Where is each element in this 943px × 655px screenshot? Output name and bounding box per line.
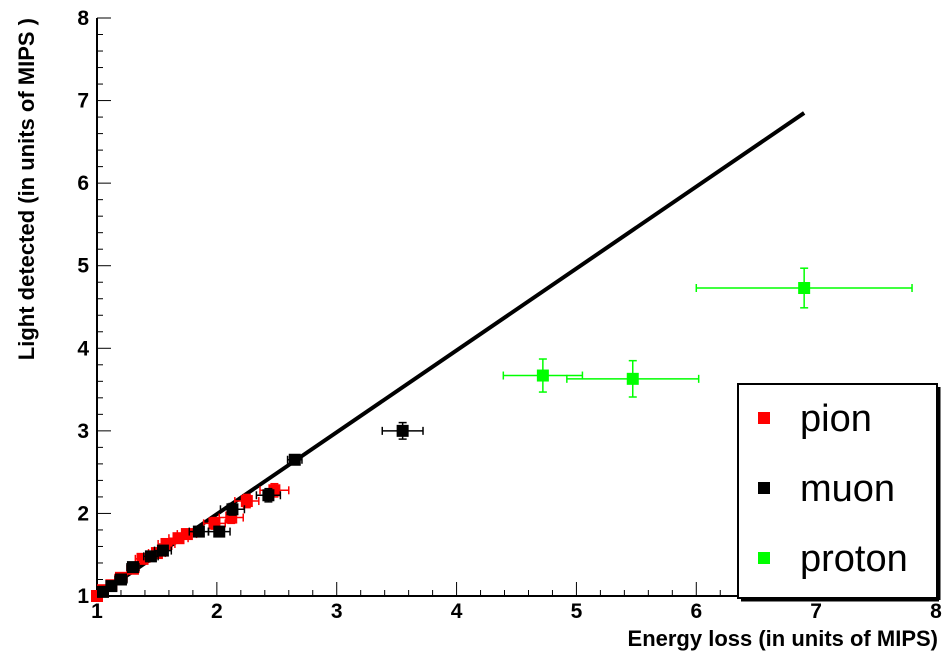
point-marker xyxy=(536,369,549,382)
y-tick-label: 6 xyxy=(77,172,89,195)
data-point-muon xyxy=(114,573,128,586)
legend-label-proton: proton xyxy=(800,538,908,580)
x-tick-label: 5 xyxy=(571,600,583,623)
point-marker xyxy=(626,372,639,385)
x-tick-label: 7 xyxy=(810,600,822,623)
legend-label-muon: muon xyxy=(800,468,895,510)
data-point-muon xyxy=(219,502,246,516)
data-point-muon xyxy=(126,561,140,574)
legend-marker-proton xyxy=(758,552,770,564)
data-point-proton xyxy=(695,267,913,309)
point-marker xyxy=(213,525,226,538)
data-point-proton xyxy=(502,358,584,393)
x-tick-label: 6 xyxy=(690,600,702,623)
legend-marker-pion xyxy=(758,412,770,424)
x-tick-label: 4 xyxy=(451,600,463,623)
x-tick-label: 3 xyxy=(331,600,343,623)
y-tick-label: 2 xyxy=(77,502,89,525)
legend-marker-muon xyxy=(758,482,770,494)
series-proton xyxy=(502,267,913,398)
x-tick-label: 1 xyxy=(91,600,103,623)
point-marker xyxy=(180,528,193,541)
data-point-muon xyxy=(255,487,282,503)
legend-label-pion: pion xyxy=(800,398,872,440)
data-point-muon xyxy=(142,550,159,563)
data-point-pion xyxy=(234,493,260,509)
legend-box xyxy=(737,383,938,599)
y-tick-label: 8 xyxy=(77,7,89,30)
data-point-muon xyxy=(153,544,173,557)
data-point-proton xyxy=(566,359,700,398)
y-tick-label: 1 xyxy=(77,585,89,608)
point-marker xyxy=(226,503,239,516)
series-muon xyxy=(96,421,424,598)
reference-line xyxy=(95,111,806,598)
y-tick-label: 3 xyxy=(77,420,89,443)
point-marker xyxy=(798,282,811,295)
data-point-muon xyxy=(286,453,303,466)
y-axis-title: Light detected (in units of MIPS ) xyxy=(14,18,39,360)
point-marker xyxy=(240,495,253,508)
point-marker xyxy=(396,424,409,437)
y-tick-label: 5 xyxy=(77,255,89,278)
y-tick-label: 4 xyxy=(77,337,89,360)
point-marker xyxy=(114,573,127,586)
data-point-muon xyxy=(381,421,424,440)
point-marker xyxy=(288,453,301,466)
x-tick-label: 8 xyxy=(930,600,942,623)
legend: pion muon proton xyxy=(737,383,941,602)
x-tick-label: 2 xyxy=(211,600,223,623)
point-marker xyxy=(262,489,275,502)
point-marker xyxy=(192,525,205,538)
x-axis-title: Energy loss (in units of MIPS) xyxy=(628,626,938,651)
data-point-muon xyxy=(207,525,231,538)
point-marker xyxy=(126,561,139,574)
point-marker xyxy=(156,544,169,557)
y-tick-label: 7 xyxy=(77,90,89,113)
